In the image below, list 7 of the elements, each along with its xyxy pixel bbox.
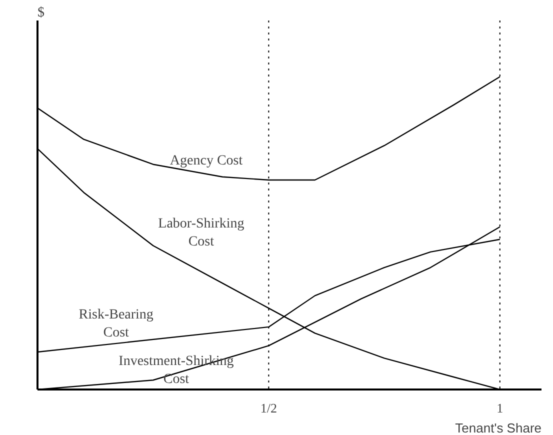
x-tick-label: 1/2 xyxy=(260,400,278,416)
annotation: Labor-Shirking Cost xyxy=(158,216,244,250)
x-axis-title: Tenant's Share xyxy=(455,420,542,435)
annotation: Agency Cost xyxy=(170,154,243,169)
y-axis-title: $ xyxy=(38,6,44,20)
x-tick-label: 1 xyxy=(496,400,504,416)
annotation: Risk-Bearing Cost xyxy=(78,307,154,340)
